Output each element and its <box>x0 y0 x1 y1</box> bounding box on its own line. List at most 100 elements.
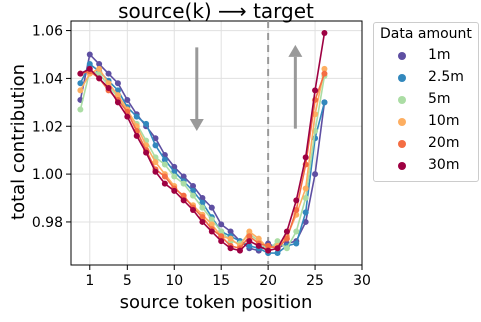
data-point-10m <box>114 92 121 99</box>
data-point-2.5m <box>246 242 253 249</box>
data-point-2.5m <box>302 209 309 216</box>
data-point-1m <box>302 218 309 225</box>
x-tick-label: 30 <box>353 273 371 289</box>
data-point-30m <box>152 168 159 175</box>
data-point-1m <box>190 183 197 190</box>
data-point-20m <box>246 233 253 240</box>
data-point-30m <box>190 206 197 213</box>
y-axis-label: total contribution <box>8 64 29 220</box>
x-tick-label: 25 <box>306 273 324 289</box>
data-point-2.5m <box>293 240 300 247</box>
legend-marker <box>398 96 406 104</box>
data-point-20m <box>199 214 206 221</box>
data-point-5m <box>77 106 84 113</box>
data-point-5m <box>180 180 187 187</box>
data-point-20m <box>321 70 328 77</box>
data-point-30m <box>274 245 281 252</box>
data-point-20m <box>161 173 168 180</box>
data-point-5m <box>293 228 300 235</box>
data-point-30m <box>208 228 215 235</box>
data-point-10m <box>227 235 234 242</box>
data-point-10m <box>152 159 159 166</box>
data-point-1m <box>199 195 206 202</box>
data-point-2.5m <box>133 113 140 120</box>
data-point-30m <box>171 187 178 194</box>
data-point-2.5m <box>274 250 281 257</box>
data-point-2.5m <box>114 87 121 94</box>
x-tick-label: 1 <box>85 273 94 289</box>
data-point-5m <box>199 204 206 211</box>
data-point-30m <box>312 87 319 94</box>
legend-label: 30m <box>428 157 460 173</box>
data-point-5m <box>171 173 178 180</box>
x-tick-label: 10 <box>165 273 183 289</box>
data-point-1m <box>105 70 112 77</box>
data-point-30m <box>227 245 234 252</box>
legend-marker <box>398 140 406 148</box>
arrow-up-head <box>288 44 303 57</box>
data-point-10m <box>321 65 328 72</box>
data-point-1m <box>180 173 187 180</box>
data-point-30m <box>96 75 103 82</box>
data-point-10m <box>302 185 309 192</box>
legend-label: 2.5m <box>428 69 464 85</box>
legend-item-30m: 30m <box>374 156 478 176</box>
y-tick-label: 0.98 <box>32 215 63 231</box>
data-point-30m <box>105 84 112 91</box>
data-point-20m <box>293 206 300 213</box>
x-tick-label: 20 <box>259 273 277 289</box>
data-point-30m <box>199 218 206 225</box>
plot-area: 1 5 10 15 20 25 300.981.001.021.041.06 <box>32 20 371 289</box>
data-point-30m <box>180 197 187 204</box>
x-axis-label: source token position <box>120 292 313 313</box>
data-point-30m <box>246 238 253 245</box>
legend-marker <box>398 74 406 82</box>
data-point-30m <box>114 99 121 106</box>
data-point-1m <box>86 51 93 58</box>
legend-item-2.5m: 2.5m <box>374 68 478 88</box>
data-point-2.5m <box>152 142 159 149</box>
data-point-5m <box>190 192 197 199</box>
x-tick-label: 5 <box>123 273 132 289</box>
data-point-20m <box>283 235 290 242</box>
chart-title: source(k) ⟶ target <box>118 0 314 23</box>
data-point-20m <box>265 242 272 249</box>
legend-marker <box>398 162 406 170</box>
legend-label: 1m <box>428 47 451 63</box>
data-point-10m <box>77 87 84 94</box>
data-point-2.5m <box>171 168 178 175</box>
data-point-2.5m <box>77 80 84 87</box>
legend-label: 10m <box>428 113 460 129</box>
data-point-1m <box>114 80 121 87</box>
y-tick-label: 1.02 <box>32 119 63 135</box>
data-point-30m <box>302 154 309 161</box>
data-point-2.5m <box>190 187 197 194</box>
data-point-2.5m <box>321 99 328 106</box>
data-point-1m <box>218 221 225 228</box>
arrow-down-head <box>189 119 204 132</box>
legend-label: 20m <box>428 135 460 151</box>
data-point-2.5m <box>143 120 150 127</box>
data-point-30m <box>124 113 131 120</box>
data-point-10m <box>105 80 112 87</box>
data-point-30m <box>77 70 84 77</box>
x-tick-label: 15 <box>212 273 230 289</box>
legend-marker <box>398 52 406 60</box>
data-point-30m <box>161 180 168 187</box>
y-tick-label: 1.00 <box>32 167 63 183</box>
data-point-5m <box>218 228 225 235</box>
data-point-20m <box>218 233 225 240</box>
data-point-20m <box>180 192 187 199</box>
data-point-30m <box>255 242 262 249</box>
y-tick-label: 1.06 <box>32 24 63 40</box>
data-point-30m <box>218 238 225 245</box>
legend: Data amount 1m 2.5m 5m 10m 20m 30m <box>373 22 479 182</box>
data-point-1m <box>124 96 131 103</box>
y-tick-label: 1.04 <box>32 71 63 87</box>
legend-label: 5m <box>428 91 451 107</box>
legend-item-20m: 20m <box>374 134 478 154</box>
data-point-30m <box>86 65 93 72</box>
data-point-1m <box>96 61 103 68</box>
data-point-1m <box>312 171 319 178</box>
